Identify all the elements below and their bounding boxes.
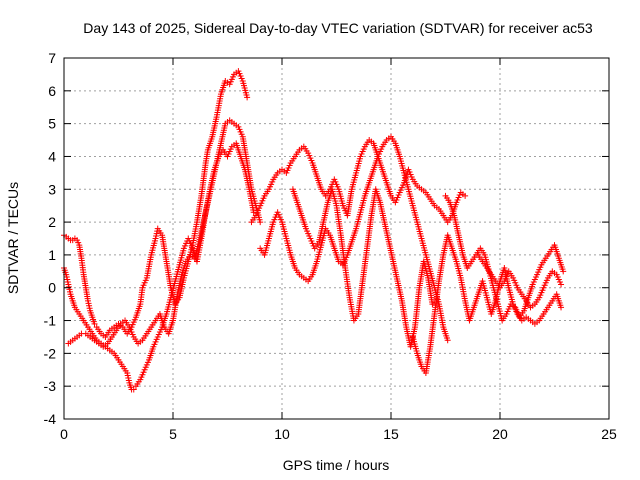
series-track-d: [248, 137, 469, 226]
x-tick-label: 0: [60, 426, 68, 442]
series-track-i: [475, 251, 565, 311]
data-point: [91, 320, 98, 327]
x-axis-title: GPS time / hours: [283, 457, 390, 473]
tick-layer: -4 -3 -2 -1 0 1 2 3 4 5 6 7 0 5 10 15 20 25: [44, 50, 617, 442]
x-tick-label: 10: [274, 426, 290, 442]
x-tick-label: 15: [383, 426, 399, 442]
data-point: [257, 219, 264, 226]
data-point: [130, 386, 137, 393]
data-point: [560, 268, 567, 275]
y-tick-label: 1: [48, 247, 56, 263]
y-axis-title: SDTVAR / TECUs: [5, 182, 21, 294]
y-tick-label: 7: [48, 50, 56, 66]
x-tick-label: 25: [601, 426, 617, 442]
y-tick-label: -2: [44, 345, 57, 361]
chart-title: Day 143 of 2025, Sidereal Day-to-day VTE…: [83, 20, 593, 36]
x-tick-label: 5: [169, 426, 177, 442]
plot-frame: [63, 57, 610, 420]
data-point: [244, 94, 251, 101]
y-tick-label: -3: [44, 378, 57, 394]
data-point: [462, 192, 469, 199]
y-tick-label: 4: [48, 148, 56, 164]
data-point: [558, 304, 565, 311]
y-tick-label: 5: [48, 116, 56, 132]
data-layer: [61, 68, 567, 393]
series-track-f: [289, 186, 436, 350]
y-tick-label: 0: [48, 280, 56, 296]
y-tick-label: -4: [44, 411, 57, 427]
y-tick-label: 3: [48, 181, 56, 197]
series-track-c: [65, 117, 264, 350]
x-tick-label: 20: [492, 426, 508, 442]
y-tick-label: 2: [48, 214, 56, 230]
data-point: [429, 301, 436, 308]
series-track-e: [257, 133, 451, 344]
series-track-g: [409, 232, 565, 377]
y-tick-label: -1: [44, 313, 57, 329]
data-point: [558, 281, 565, 288]
data-point: [444, 337, 451, 344]
y-tick-label: 6: [48, 83, 56, 99]
